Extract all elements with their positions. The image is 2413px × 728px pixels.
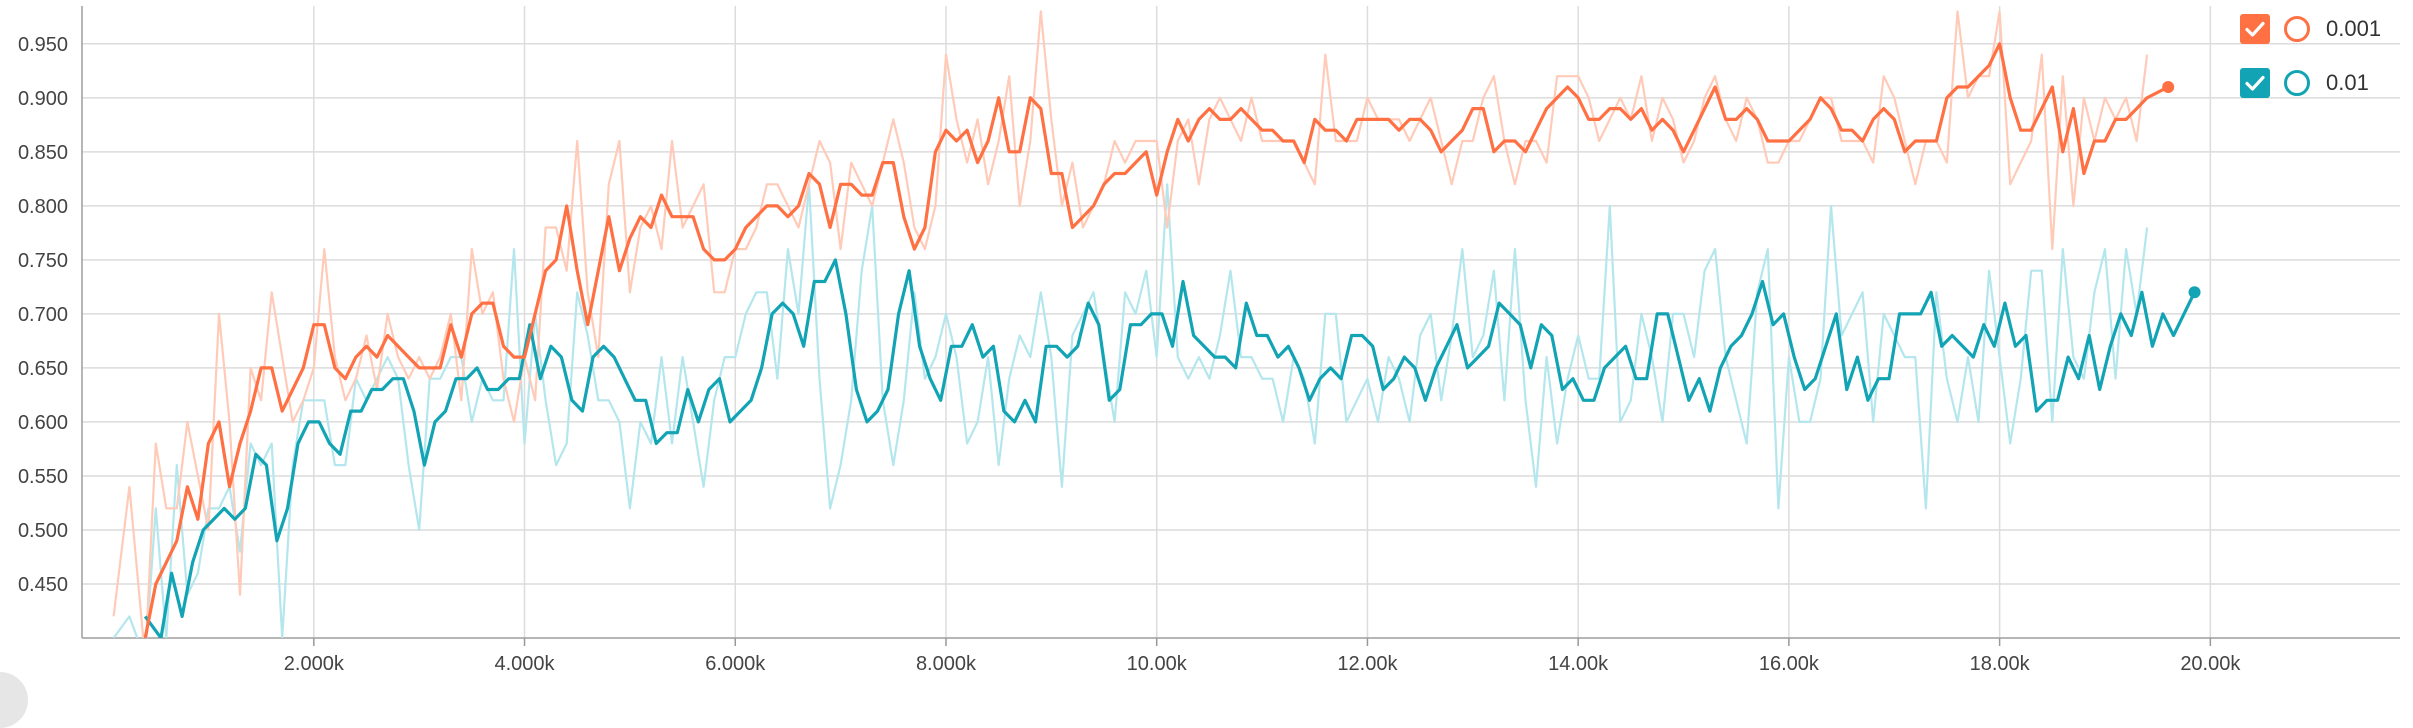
raw-series-layer: [112, 10, 2149, 638]
y-tick-label: 0.750: [18, 250, 68, 272]
series-001-checkbox[interactable]: [2240, 68, 2270, 98]
y-tick-label: 0.550: [18, 466, 68, 488]
x-tick-label: 2.000k: [284, 653, 345, 675]
x-tick-label: 16.00k: [1759, 653, 1820, 675]
y-tick-label: 0.900: [18, 88, 68, 110]
y-tick-label: 0.850: [18, 142, 68, 164]
axes: [81, 6, 2400, 646]
y-tick-label: 0.450: [18, 574, 68, 596]
y-tick-label: 0.950: [18, 34, 68, 56]
series-0001-smoothed-line: [143, 42, 2169, 638]
legend-label: 0.01: [2326, 70, 2369, 95]
grid-lines: [82, 6, 2400, 638]
series-001-color-circle-icon[interactable]: [2284, 70, 2310, 96]
series-0001-last-point: [2162, 81, 2175, 94]
y-tick-label: 0.600: [18, 412, 68, 434]
y-tick-label: 0.700: [18, 304, 68, 326]
x-tick-label: 14.00k: [1548, 653, 1609, 675]
y-tick-label: 0.650: [18, 358, 68, 380]
checkmark-icon: [2245, 21, 2265, 37]
series-0001-color-circle-icon[interactable]: [2284, 16, 2310, 42]
x-tick-label: 12.00k: [1337, 653, 1398, 675]
legend: 0.001 0.01: [2240, 14, 2410, 122]
legend-item-001[interactable]: 0.01: [2240, 68, 2410, 98]
x-tick-label: 4.000k: [494, 653, 555, 675]
smoothed-series-layer: [143, 42, 2201, 638]
series-0001-checkbox[interactable]: [2240, 14, 2270, 44]
y-tick-label: 0.800: [18, 196, 68, 218]
x-tick-label: 10.00k: [1127, 653, 1188, 675]
tick-labels: 0.450 0.500 0.550 0.600 0.650 0.700 0.750 0.800…: [18, 34, 2241, 675]
legend-item-0001[interactable]: 0.001: [2240, 14, 2410, 44]
x-tick-label: 8.000k: [916, 653, 977, 675]
x-tick-label: 6.000k: [705, 653, 766, 675]
legend-label: 0.001: [2326, 16, 2382, 41]
checkmark-icon: [2245, 75, 2265, 91]
y-tick-label: 0.500: [18, 520, 68, 542]
x-tick-label: 20.00k: [2180, 653, 2241, 675]
series-001-last-point: [2188, 286, 2201, 299]
series-001-smoothed-line: [143, 258, 2196, 638]
x-tick-label: 18.00k: [1970, 653, 2031, 675]
line-chart[interactable]: 0.450 0.500 0.550 0.600 0.650 0.700 0.750 0.800…: [0, 0, 2413, 697]
